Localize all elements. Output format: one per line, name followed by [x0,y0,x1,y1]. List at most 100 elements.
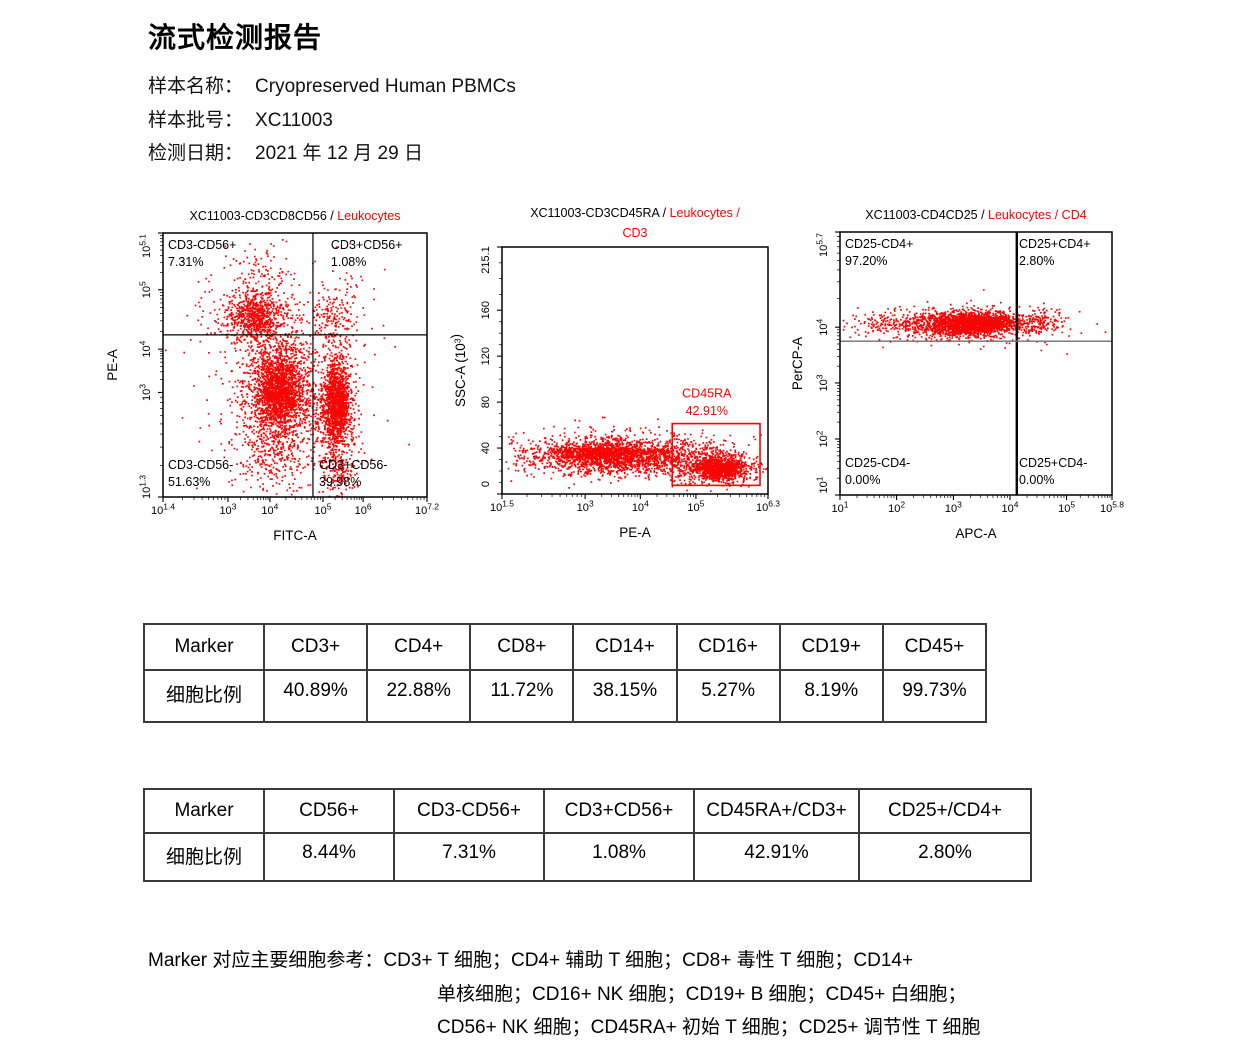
table-cell: 8.19% [778,669,884,723]
table-data-row: 细胞比例 40.89% 22.88% 11.72% 38.15% 5.27% 8… [143,669,988,723]
marker-table-primary: Marker CD3+ CD4+ CD8+ CD14+ CD16+ CD19+ … [143,623,988,723]
table-header-cell: CD19+ [778,623,884,671]
quadrant-label-tr-pct: 1.08% [331,255,366,269]
y-axis-name: SSC-A (103) [450,334,468,407]
gate-rect [671,422,761,487]
marker-footnote: Marker 对应主要细胞参考：CD3+ T 细胞；CD4+ 辅助 T 细胞；C… [148,944,981,1045]
plot-frame [839,231,1113,496]
table-header-cell: CD45RA+/CD3+ [693,788,860,834]
footnote-line-3: CD56+ NK 细胞；CD45RA+ 初始 T 细胞；CD25+ 调节性 T … [437,1017,981,1038]
y-tick-label: 101 [815,476,831,493]
table-header-cell: Marker [143,623,265,671]
quadrant-label-bl-name: CD3-CD56- [168,458,233,472]
sample-name-label: 样本名称： [148,76,244,97]
flow-plot-cd3cd45ra: CD45RA 42.91% XC11003-CD3CD45RA / Leukocyt… [450,206,780,540]
x-axis-name: APC-A [955,526,996,541]
table-header-cell: CD25+/CD4+ [858,788,1032,834]
y-tick-label: 105.7 [815,233,831,257]
y-tick-label: 215.1 [480,246,492,274]
quadrant-label-tl-name: CD25-CD4+ [845,237,913,251]
quadrant-label-tl-pct: 97.20% [845,254,887,268]
table-cell: 99.73% [881,669,988,723]
y-axis-name: PE-A [105,349,120,381]
x-tick-label: 101.4 [151,502,175,518]
y-tick-label: 80 [480,396,492,408]
table-header-cell: CD16+ [675,623,781,671]
table-header-cell: Marker [143,788,265,834]
sample-info: 样本名称： Cryopreserved Human PBMCs 样本批号： XC11… [148,70,516,171]
scatter-points [505,416,768,492]
page-title: 流式检测报告 [148,22,323,53]
y-tick-label: 160 [480,301,492,319]
y-tick-label: 103 [138,384,154,401]
test-date-value: 2021 年 12 月 29 日 [255,143,423,164]
y-tick-label: 104 [138,340,154,357]
y-tick-label: 102 [815,430,831,447]
quadrant-label-br-pct: 0.00% [1019,473,1054,487]
table-cell: 8.44% [263,832,395,882]
y-tick-label: 120 [480,347,492,365]
table-cell: 11.72% [469,669,575,723]
y-axis-name: PerCP-A [790,337,805,390]
table-cell: 7.31% [393,832,545,882]
sample-name-line: 样本名称： Cryopreserved Human PBMCs [148,70,516,104]
y-tick-label: 0 [480,481,492,487]
sample-lot-value: XC11003 [255,109,333,131]
x-tick-label: 104 [261,502,278,518]
x-tick-label: 105 [687,499,704,515]
table-cell: 1.08% [543,832,695,882]
plot-title: XC11003-CD4CD25 / Leukocytes / CD4 [865,208,1086,222]
y-tick-label: 40 [480,442,492,454]
x-axis-name: PE-A [619,525,651,540]
x-tick-label: 105 [1058,500,1075,516]
y-tick-label: 104 [815,318,831,335]
table-header-row: Marker CD3+ CD4+ CD8+ CD14+ CD16+ CD19+ … [143,623,988,671]
quadrant-label-tr-pct: 2.80% [1019,254,1054,268]
table-cell: 2.80% [858,832,1032,882]
gate-label-pct: 42.91% [686,404,728,418]
quadrant-label-tl-pct: 7.31% [168,255,203,269]
table-header-cell: CD4+ [366,623,472,671]
plot-title: XC11003-CD3CD8CD56 / Leukocytes [190,209,401,223]
y-tick-label: 105.1 [138,234,154,258]
x-tick-label: 106 [355,502,372,518]
scatter-points [842,289,1107,355]
marker-table-secondary: Marker CD56+ CD3-CD56+ CD3+CD56+ CD45RA+… [143,788,1032,882]
flow-plot-cd3cd8cd56: CD3-CD56+ 7.31% CD3+CD56+ 1.08% CD3-CD56- 51.… [105,209,439,543]
x-tick-label: 101.5 [490,499,514,515]
test-date-label: 检测日期： [148,143,244,164]
table-header-cell: CD3+CD56+ [543,788,695,834]
table-header-cell: CD3-CD56+ [393,788,545,834]
sample-name-value: Cryopreserved Human PBMCs [255,76,516,97]
table-data-row: 细胞比例 8.44% 7.31% 1.08% 42.91% 2.80% [143,832,1032,882]
quadrant-label-bl-pct: 0.00% [845,473,880,487]
quadrant-label-br-name: CD25+CD4- [1019,456,1087,470]
table-cell: 22.88% [366,669,472,723]
table-header-cell: CD56+ [263,788,395,834]
sample-lot-line: 样本批号： XC11003 [148,104,516,138]
x-tick-label: 105 [314,502,331,518]
test-date-line: 检测日期： 2021 年 12 月 29 日 [148,137,516,171]
y-tick-label: 105 [138,281,154,298]
table-cell: 42.91% [693,832,860,882]
footnote-line-1: Marker 对应主要细胞参考：CD3+ T 细胞；CD4+ 辅助 T 细胞；C… [148,950,914,971]
x-tick-label: 107.2 [415,502,439,518]
x-tick-label: 104 [1002,500,1019,516]
quadrant-label-br-name: CD3+CD56- [319,458,387,472]
quadrant-label-br-pct: 39.98% [319,475,361,489]
gate-label-name: CD45RA [682,387,732,401]
scatter-points [164,239,410,498]
x-tick-label: 103 [945,500,962,516]
x-tick-label: 103 [577,499,594,515]
table-header-cell: CD14+ [572,623,678,671]
table-header-cell: CD3+ [262,623,369,671]
table-cell: 38.15% [572,669,678,723]
table-cell: 40.89% [262,669,369,723]
row-label-cell: 细胞比例 [143,669,265,723]
quadrant-label-bl-pct: 51.63% [168,475,210,489]
y-tick-label: 103 [815,374,831,391]
x-tick-label: 106.3 [756,499,780,515]
flow-plot-cd4cd25: CD25-CD4+ 97.20% CD25+CD4+ 2.80% CD25-CD4- 0.… [790,208,1124,541]
y-tick-label: 101.3 [138,475,154,499]
